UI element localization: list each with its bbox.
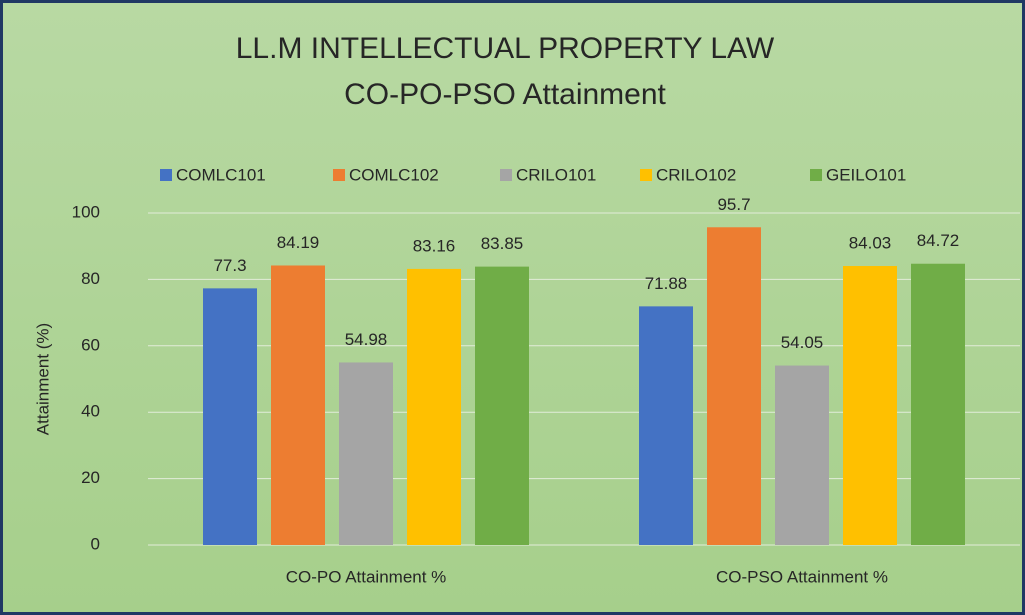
bar: [203, 288, 257, 545]
chart-title: CO-PO-PSO Attainment: [344, 78, 666, 111]
data-label: 83.85: [481, 234, 524, 253]
data-label: 54.05: [781, 333, 824, 352]
bar: [911, 263, 965, 545]
chart-title: LL.M INTELLECTUAL PROPERTY LAW: [236, 32, 775, 65]
y-axis-label: Attainment (%): [33, 323, 52, 435]
data-label: 84.03: [849, 234, 892, 253]
legend-label: COMLC102: [349, 165, 439, 184]
data-label: 95.7: [717, 195, 750, 214]
legend-label: CRILO101: [516, 165, 596, 184]
x-tick-label: CO-PO Attainment %: [286, 567, 447, 586]
legend-swatch: [810, 169, 822, 181]
y-tick-label: 40: [81, 402, 100, 421]
data-label: 54.98: [345, 330, 388, 349]
data-label: 84.72: [917, 231, 960, 250]
legend-label: COMLC101: [176, 165, 266, 184]
legend-swatch: [640, 169, 652, 181]
data-label: 77.3: [213, 256, 246, 275]
y-tick-label: 0: [91, 534, 100, 553]
y-tick-label: 80: [81, 269, 100, 288]
bar: [775, 365, 829, 545]
bar: [475, 266, 529, 545]
legend-swatch: [333, 169, 345, 181]
bar: [407, 268, 461, 545]
legend-label: CRILO102: [656, 165, 736, 184]
legend-label: GEILO101: [826, 165, 906, 184]
bar: [271, 265, 325, 545]
legend-swatch: [160, 169, 172, 181]
y-tick-label: 60: [81, 335, 100, 354]
data-label: 71.88: [645, 274, 688, 293]
legend-swatch: [500, 169, 512, 181]
data-label: 84.19: [277, 233, 320, 252]
bar: [843, 266, 897, 545]
data-label: 83.16: [413, 236, 456, 255]
bar: [639, 306, 693, 545]
y-tick-label: 100: [72, 202, 100, 221]
bar: [339, 362, 393, 545]
x-tick-label: CO-PSO Attainment %: [716, 567, 888, 586]
y-tick-label: 20: [81, 468, 100, 487]
bar: [707, 227, 761, 545]
